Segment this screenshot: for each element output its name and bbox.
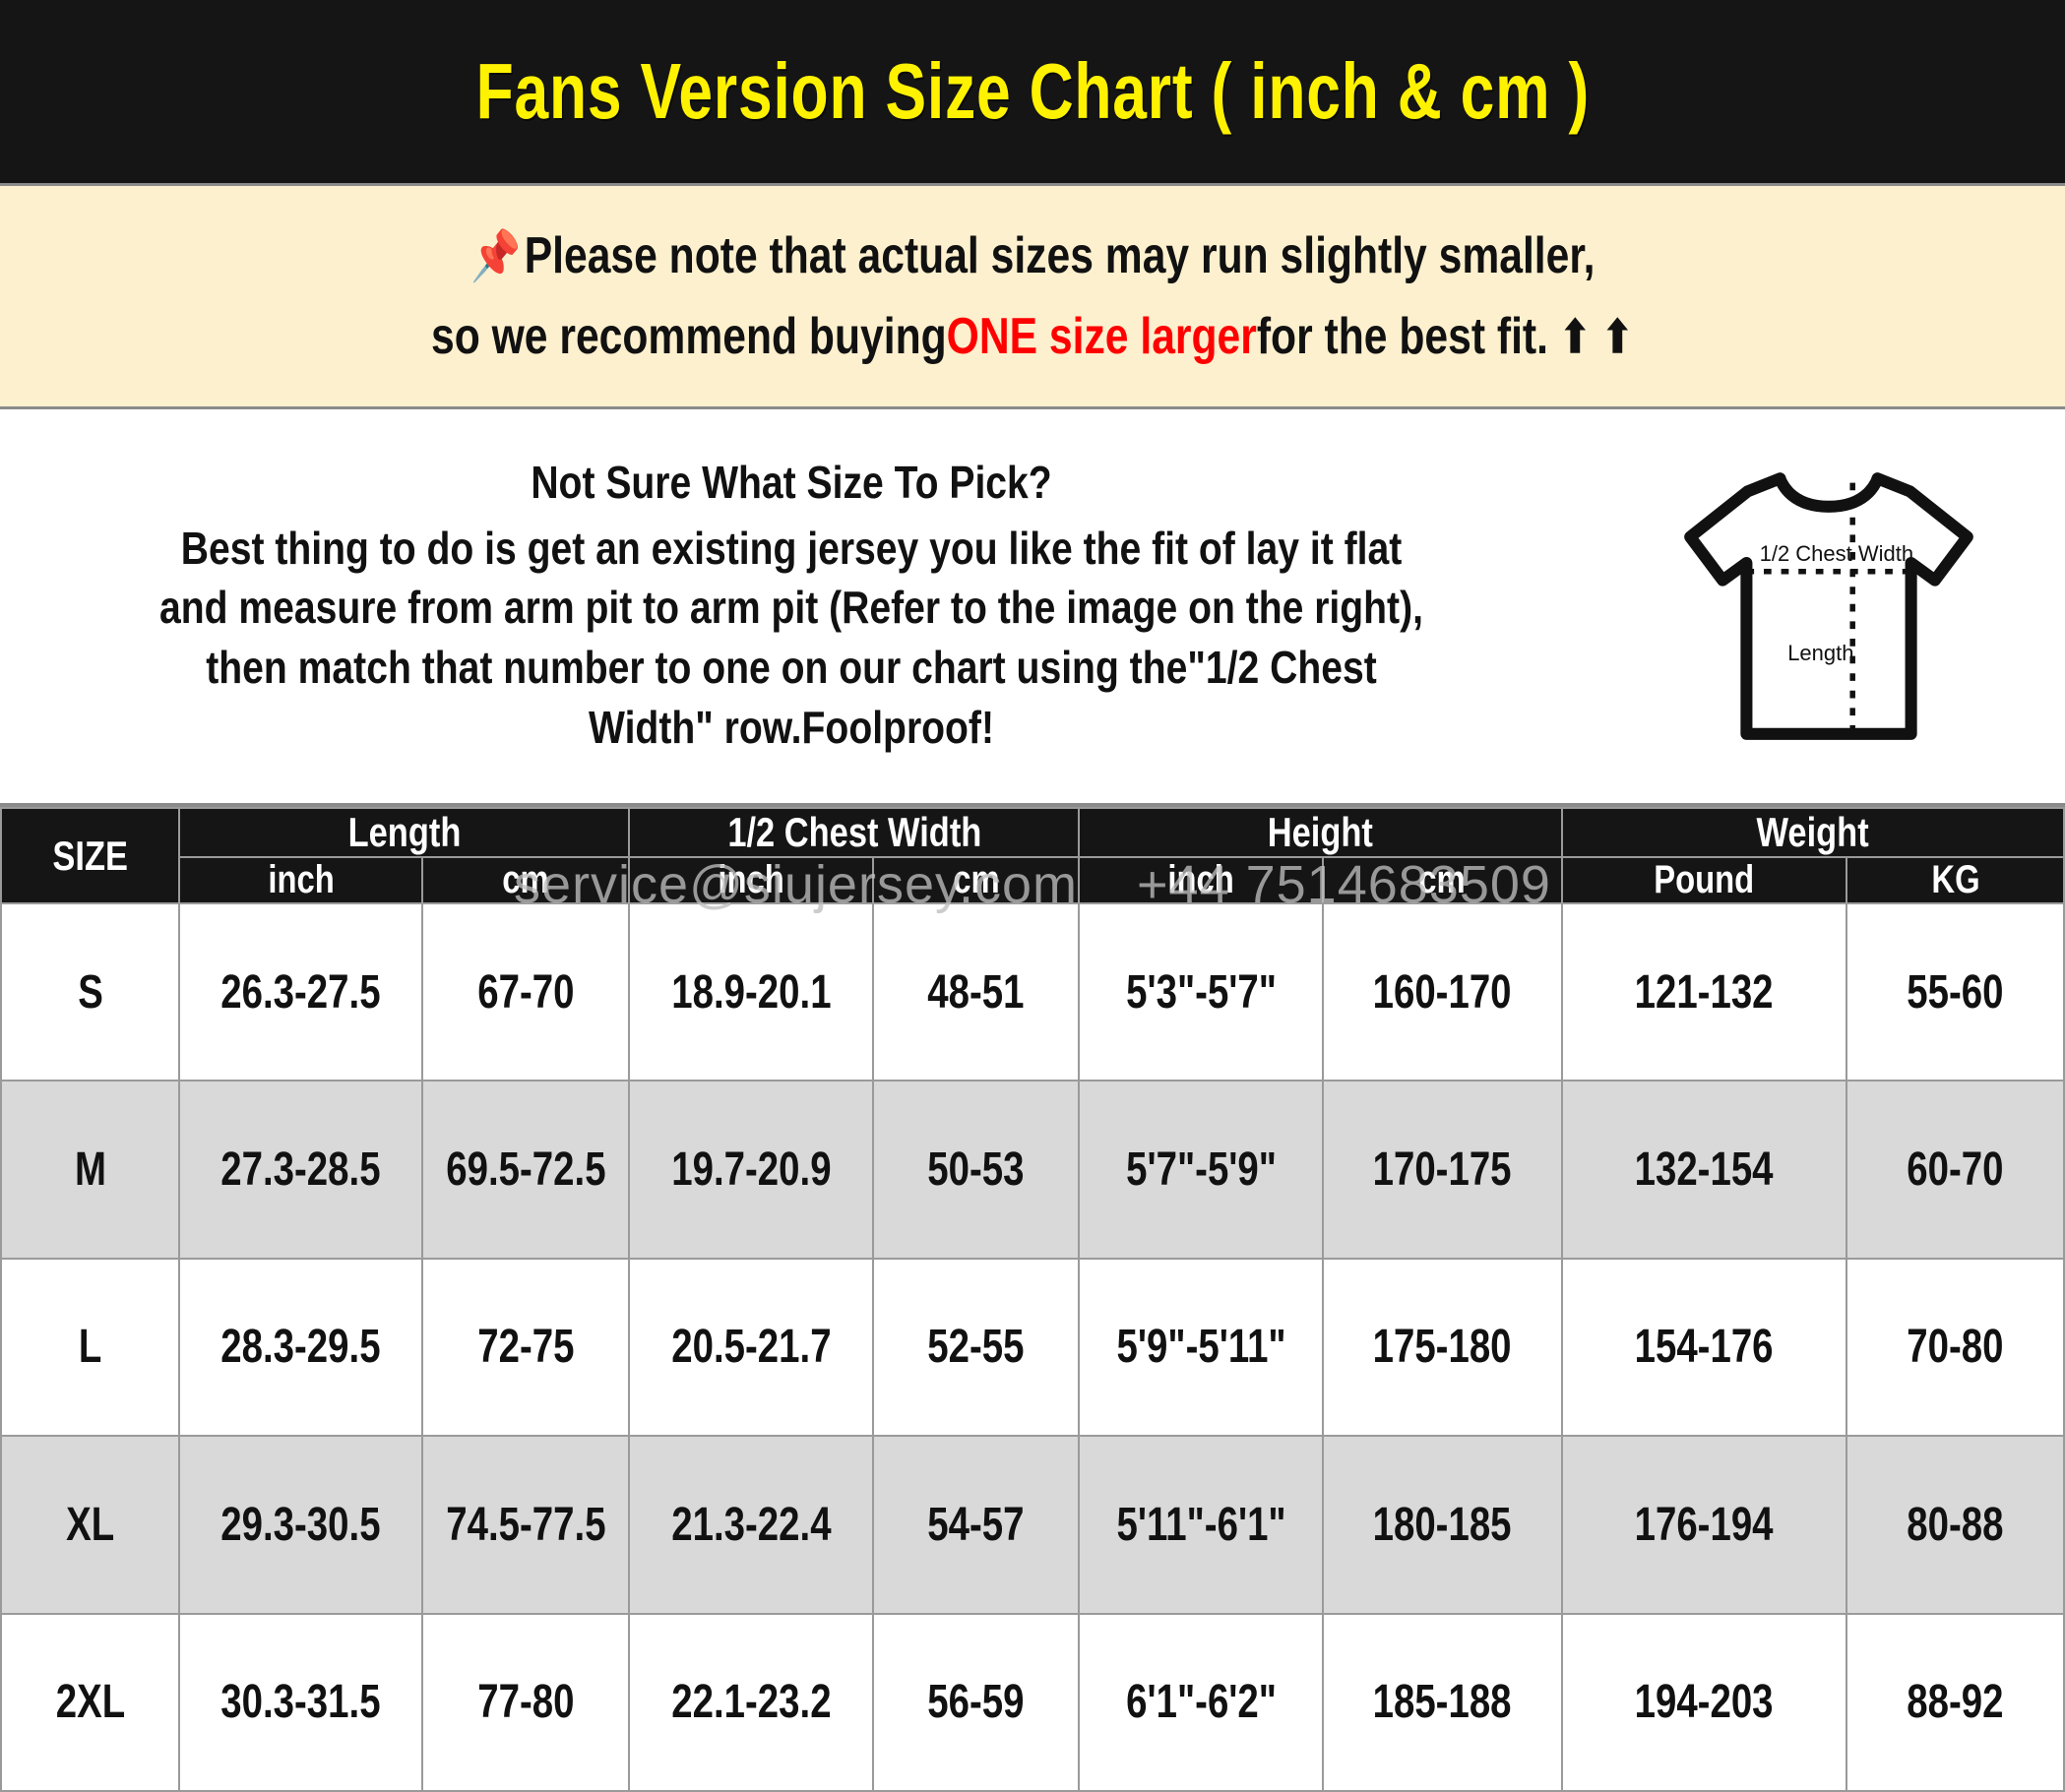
cell-chest-cm: 56-59 <box>871 1612 1081 1792</box>
table-row: 2XL 30.3-31.5 77-80 22.1-23.2 56-59 6'1"… <box>0 1612 2065 1792</box>
col-header-length: Length <box>178 807 631 858</box>
cell-length-inch: 27.3-28.5 <box>178 1080 424 1260</box>
cell-weight-pound: 176-194 <box>1560 1435 1848 1615</box>
cell-weight-pound: 121-132 <box>1560 901 1848 1082</box>
measurement-guidance-section: Not Sure What Size To Pick? Best thing t… <box>0 409 2065 803</box>
sub-header-height-cm: cm <box>1321 856 1563 904</box>
cell-length-cm: 74.5-77.5 <box>421 1435 631 1615</box>
cell-weight-kg: 88-92 <box>1846 1612 2065 1792</box>
table-sub-header-row: inch cm inch cm inch cm Pound KG <box>1 856 2065 904</box>
guidance-text: Not Sure What Size To Pick? Best thing t… <box>10 456 1622 758</box>
title-banner: Fans Version Size Chart ( inch & cm ) <box>0 0 2065 183</box>
up-arrow-icon-2: ⬆ <box>1601 311 1634 362</box>
cell-height-cm: 175-180 <box>1321 1257 1563 1438</box>
guidance-line-3: then match that number to one on our cha… <box>206 642 1377 693</box>
cell-length-cm: 77-80 <box>421 1612 631 1792</box>
cell-length-cm: 69.5-72.5 <box>421 1080 631 1260</box>
notice-line-2: so we recommend buying ONE size larger f… <box>431 307 1633 366</box>
cell-chest-inch: 21.3-22.4 <box>628 1435 874 1615</box>
cell-chest-cm: 54-57 <box>871 1435 1081 1615</box>
cell-height-inch: 5'9"-5'11" <box>1078 1257 1324 1438</box>
guidance-line-1: Best thing to do is get an existing jers… <box>180 522 1403 574</box>
cell-height-inch: 6'1"-6'2" <box>1078 1612 1324 1792</box>
cell-weight-kg: 55-60 <box>1846 901 2065 1082</box>
sub-header-height-inch: inch <box>1078 856 1324 904</box>
cell-size: M <box>0 1080 181 1260</box>
cell-length-cm: 72-75 <box>421 1257 631 1438</box>
cell-length-inch: 29.3-30.5 <box>178 1435 424 1615</box>
notice-line-1-text: Please note that actual sizes may run sl… <box>524 227 1596 284</box>
table-head: SIZE Length 1/2 Chest Width Height Weigh… <box>0 807 2065 904</box>
cell-weight-kg: 80-88 <box>1846 1435 2065 1615</box>
cell-chest-cm: 50-53 <box>871 1080 1081 1260</box>
sub-header-length-cm: cm <box>421 856 631 904</box>
sub-header-chest-cm: cm <box>871 856 1081 904</box>
cell-height-inch: 5'3"-5'7" <box>1078 901 1324 1082</box>
sub-header-chest-inch: inch <box>628 856 874 904</box>
cell-size: XL <box>0 1435 181 1615</box>
cell-length-cm: 67-70 <box>421 901 631 1082</box>
table-row: L 28.3-29.5 72-75 20.5-21.7 52-55 5'9"-5… <box>0 1257 2065 1438</box>
cell-size: L <box>0 1257 181 1438</box>
table-body: S 26.3-27.5 67-70 18.9-20.1 48-51 5'3"-5… <box>0 901 2065 1792</box>
pushpin-icon: 📌 <box>469 228 522 283</box>
table-row: S 26.3-27.5 67-70 18.9-20.1 48-51 5'3"-5… <box>0 901 2065 1082</box>
chest-width-label: 1/2 Chest Width <box>1760 541 1914 566</box>
up-arrow-icon-1: ⬆ <box>1559 311 1592 362</box>
cell-chest-inch: 19.7-20.9 <box>628 1080 874 1260</box>
col-header-height: Height <box>1078 807 1563 858</box>
sub-header-weight-kg: KG <box>1846 856 2065 904</box>
cell-chest-cm: 52-55 <box>871 1257 1081 1438</box>
sub-header-length-inch: inch <box>178 856 424 904</box>
size-table: SIZE Length 1/2 Chest Width Height Weigh… <box>0 807 2065 1792</box>
notice-banner: 📌 Please note that actual sizes may run … <box>0 183 2065 409</box>
cell-height-cm: 185-188 <box>1321 1612 1563 1792</box>
col-header-weight: Weight <box>1560 807 2065 858</box>
cell-weight-kg: 70-80 <box>1846 1257 2065 1438</box>
size-table-zone: service@siujersey.com +44 7514683509 SIZE… <box>0 803 2065 1792</box>
notice-line-2-pre: so we recommend buying <box>431 308 948 365</box>
cell-weight-kg: 60-70 <box>1846 1080 2065 1260</box>
cell-weight-pound: 194-203 <box>1560 1612 1848 1792</box>
notice-line-2-post: for the best fit. <box>1257 308 1549 365</box>
table-row: XL 29.3-30.5 74.5-77.5 21.3-22.4 54-57 5… <box>0 1435 2065 1615</box>
guidance-line-2: and measure from arm pit to arm pit (Ref… <box>159 582 1423 634</box>
cell-length-inch: 26.3-27.5 <box>178 901 424 1082</box>
table-group-header-row: SIZE Length 1/2 Chest Width Height Weigh… <box>0 807 2065 904</box>
cell-length-inch: 30.3-31.5 <box>178 1612 424 1792</box>
notice-line-1: 📌 Please note that actual sizes may run … <box>470 226 1595 285</box>
table-row: M 27.3-28.5 69.5-72.5 19.7-20.9 50-53 5'… <box>0 1080 2065 1260</box>
cell-chest-inch: 20.5-21.7 <box>628 1257 874 1438</box>
page-title: Fans Version Size Chart ( inch & cm ) <box>475 47 1590 135</box>
cell-height-cm: 160-170 <box>1321 901 1563 1082</box>
cell-chest-inch: 18.9-20.1 <box>628 901 874 1082</box>
cell-weight-pound: 132-154 <box>1560 1080 1848 1260</box>
guidance-line-4: Width" row.Foolproof! <box>589 701 994 753</box>
cell-height-cm: 180-185 <box>1321 1435 1563 1615</box>
notice-highlight: ONE size larger <box>947 308 1258 365</box>
cell-length-inch: 28.3-29.5 <box>178 1257 424 1438</box>
tshirt-diagram: 1/2 Chest Width Length <box>1622 444 2035 769</box>
col-header-size: SIZE <box>0 807 181 904</box>
col-header-chest-width: 1/2 Chest Width <box>628 807 1081 858</box>
sub-header-weight-pound: Pound <box>1560 856 1848 904</box>
tshirt-icon: 1/2 Chest Width Length <box>1684 472 1973 740</box>
cell-height-cm: 170-175 <box>1321 1080 1563 1260</box>
cell-weight-pound: 154-176 <box>1560 1257 1848 1438</box>
cell-chest-cm: 48-51 <box>871 901 1081 1082</box>
cell-size: 2XL <box>0 1612 181 1792</box>
cell-size: S <box>0 901 181 1082</box>
cell-height-inch: 5'11"-6'1" <box>1078 1435 1324 1615</box>
length-label: Length <box>1787 641 1853 665</box>
cell-chest-inch: 22.1-23.2 <box>628 1612 874 1792</box>
guidance-heading: Not Sure What Size To Pick? <box>531 456 1052 508</box>
cell-height-inch: 5'7"-5'9" <box>1078 1080 1324 1260</box>
